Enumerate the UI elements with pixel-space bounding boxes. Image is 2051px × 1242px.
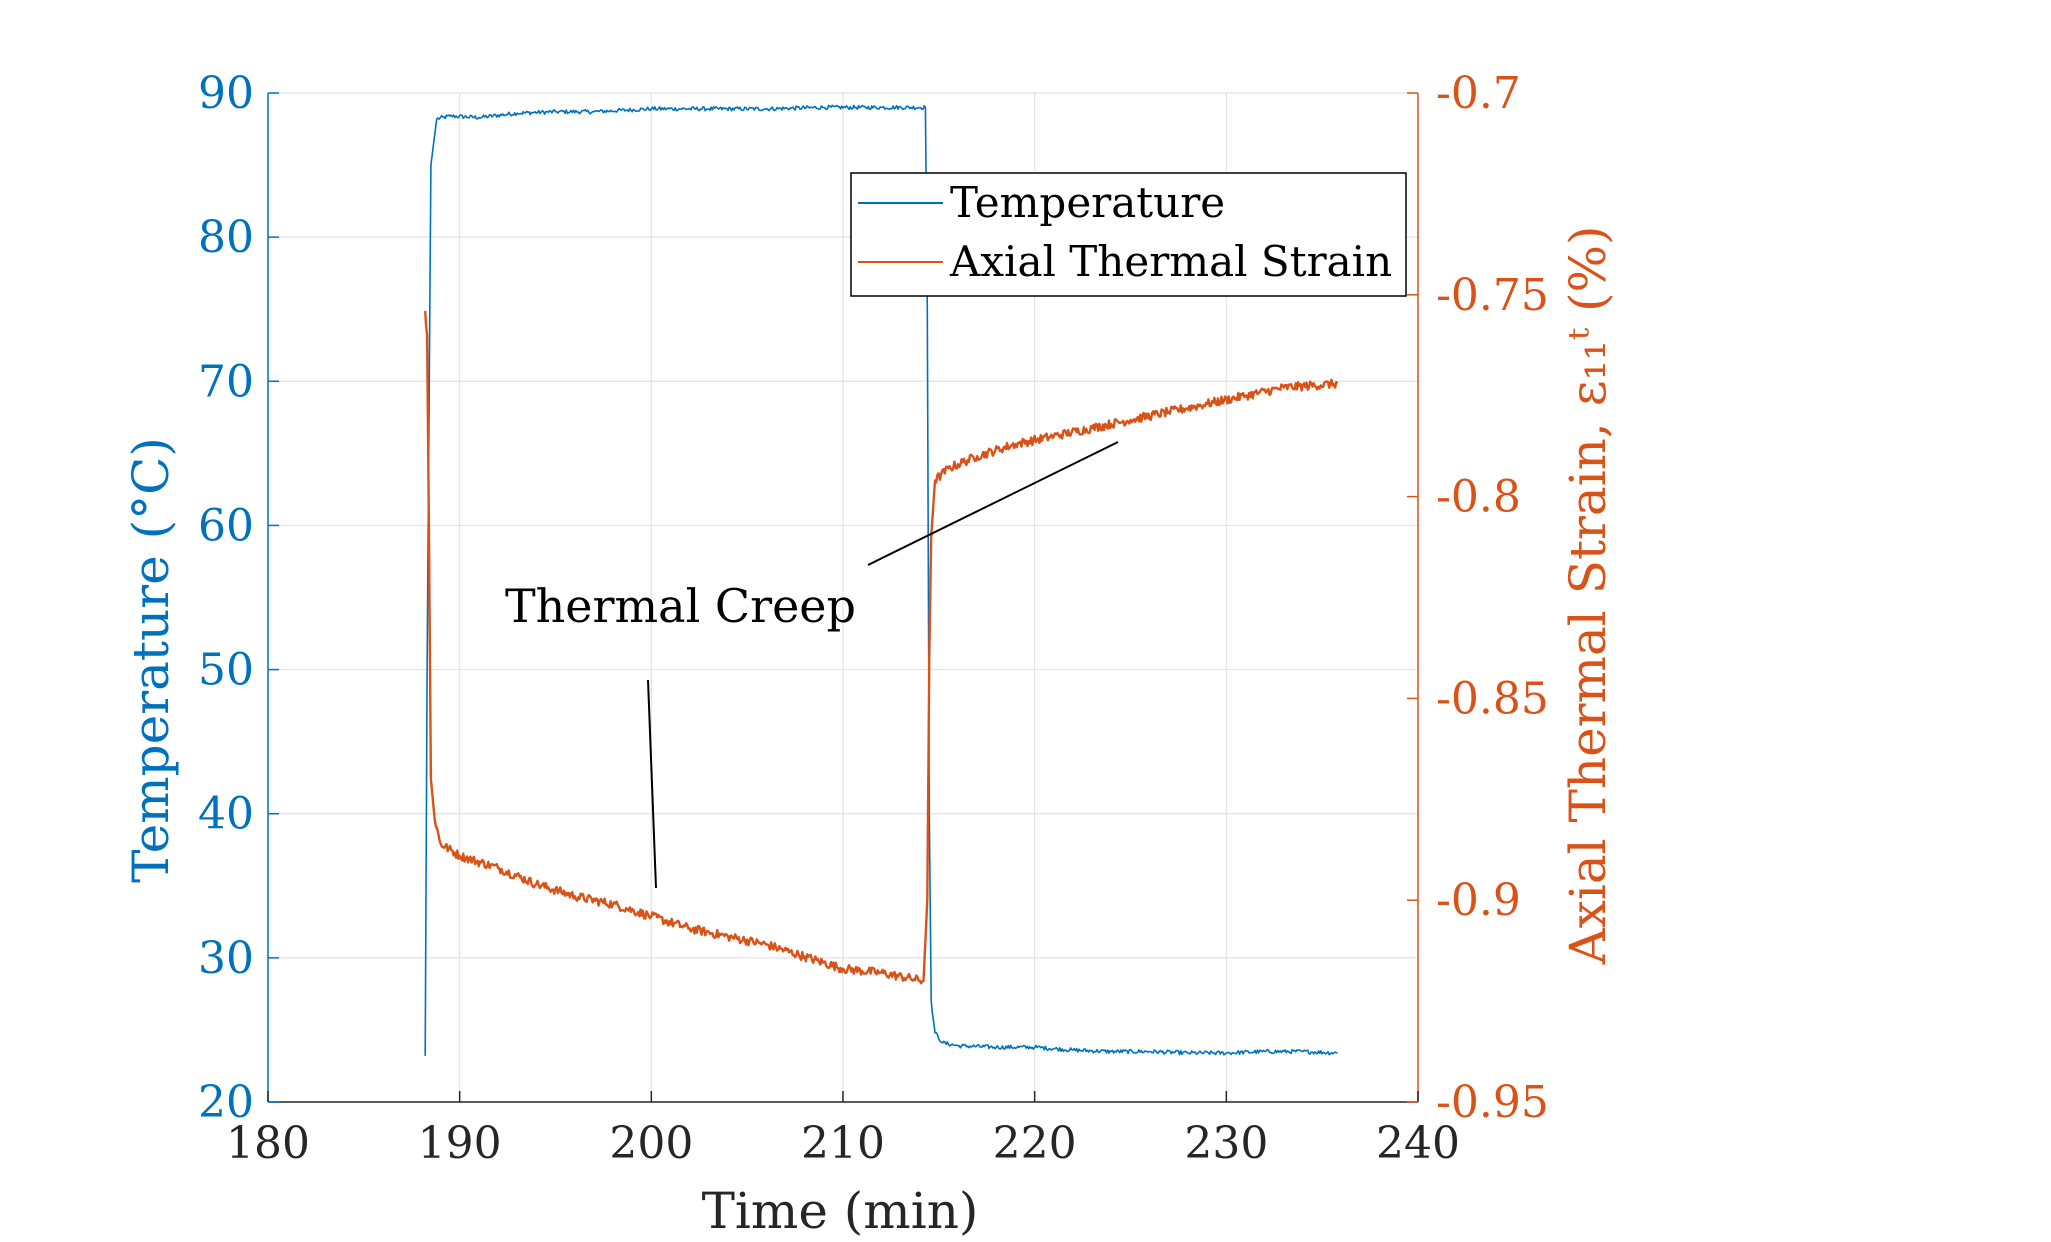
annotation-arrow-upper <box>867 441 1119 566</box>
y-right-tick-label: -0.75 <box>1436 270 1549 321</box>
y-left-tick-label: 20 <box>198 1077 254 1128</box>
x-tick-label: 220 <box>993 1118 1077 1169</box>
series-line-axial-thermal-strain <box>424 310 1339 985</box>
legend-box <box>850 172 1407 297</box>
y-left-tick-label: 50 <box>198 645 254 696</box>
annotation-label: Thermal Creep <box>505 579 856 633</box>
x-tick-label: 230 <box>1184 1118 1268 1169</box>
y-left-tick-label: 70 <box>198 356 254 407</box>
legend: Temperature Axial Thermal Strain <box>850 172 1407 297</box>
series-layer <box>424 104 1339 1056</box>
y-right-tick-label: -0.9 <box>1436 875 1521 926</box>
ticks-layer: 180 190 200 210 220 230 240 20 30 40 50 60 70 80 90 -0.… <box>198 68 1549 1169</box>
y-left-tick-label: 90 <box>198 68 254 119</box>
y-left-tick-label: 80 <box>198 212 254 263</box>
annotation-arrow-lower <box>647 679 657 889</box>
series-line-temperature <box>424 104 1338 1056</box>
legend-label-temperature: Temperature <box>950 178 1225 227</box>
y-right-tick-label: -0.85 <box>1436 673 1549 724</box>
y-left-tick-label: 60 <box>198 500 254 551</box>
y-right-tick-label: -0.7 <box>1436 68 1521 119</box>
y-axis-right-title: Axial Thermal Strain, ε₁₁ᵗ (%) <box>1559 226 1617 966</box>
y-right-tick-label: -0.8 <box>1436 472 1521 523</box>
y-left-tick-label: 40 <box>198 789 254 840</box>
x-axis-title: Time (min) <box>702 1182 979 1240</box>
annotation: Thermal Creep <box>505 441 1119 889</box>
x-tick-label: 200 <box>609 1118 693 1169</box>
x-tick-label: 190 <box>418 1118 502 1169</box>
y-right-tick-label: -0.95 <box>1436 1077 1549 1128</box>
y-left-tick-label: 30 <box>198 933 254 984</box>
legend-label-axial-thermal-strain: Axial Thermal Strain <box>949 237 1392 286</box>
x-tick-label: 210 <box>801 1118 885 1169</box>
x-tick-label: 240 <box>1376 1118 1460 1169</box>
x-tick-label: 180 <box>226 1118 310 1169</box>
y-axis-left-title: Temperature (°C) <box>122 437 180 883</box>
